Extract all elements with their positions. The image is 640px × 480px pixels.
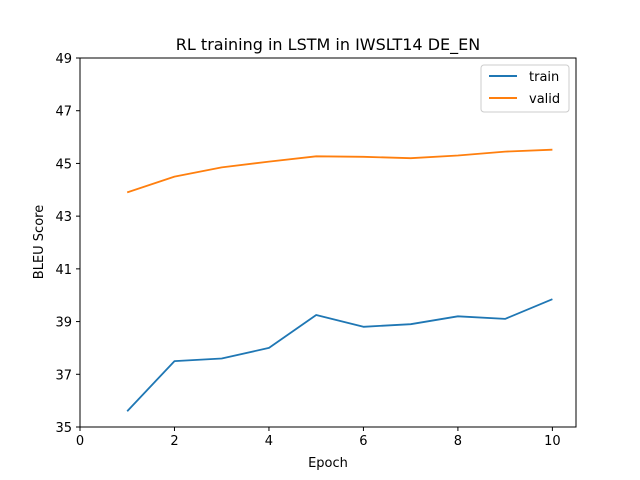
- legend: train valid: [480, 64, 570, 113]
- y-tick-label: 43: [55, 210, 72, 225]
- legend-label-valid: valid: [529, 92, 560, 107]
- x-tick-label: 2: [170, 434, 178, 449]
- x-tick-label: 10: [544, 434, 561, 449]
- legend-label-train: train: [529, 70, 559, 85]
- y-tick-label: 45: [55, 157, 72, 172]
- y-tick-label: 47: [55, 105, 72, 120]
- y-tick-label: 41: [55, 263, 72, 278]
- x-tick-label: 8: [454, 434, 462, 449]
- y-tick-label: 49: [55, 52, 72, 67]
- x-tick-label: 4: [265, 434, 273, 449]
- x-tick-label: 6: [359, 434, 367, 449]
- plot-area-frame: [79, 57, 577, 428]
- y-axis-label: BLEU Score: [32, 205, 47, 279]
- y-tick-label: 39: [55, 316, 72, 331]
- y-tick-label: 35: [55, 421, 72, 436]
- series-lines: [126, 148, 553, 412]
- series-line-valid: [126, 148, 553, 194]
- series-line-train: [126, 298, 553, 412]
- y-tick-label: 37: [55, 368, 72, 383]
- x-tick-label: 0: [76, 434, 84, 449]
- x-axis-label: Epoch: [308, 456, 348, 471]
- chart-title: RL training in LSTM in IWSLT14 DE_EN: [176, 35, 480, 55]
- axis-ticks: 0 2 4 6 8 10 35 37 39 41 43 45 47 49: [55, 52, 560, 449]
